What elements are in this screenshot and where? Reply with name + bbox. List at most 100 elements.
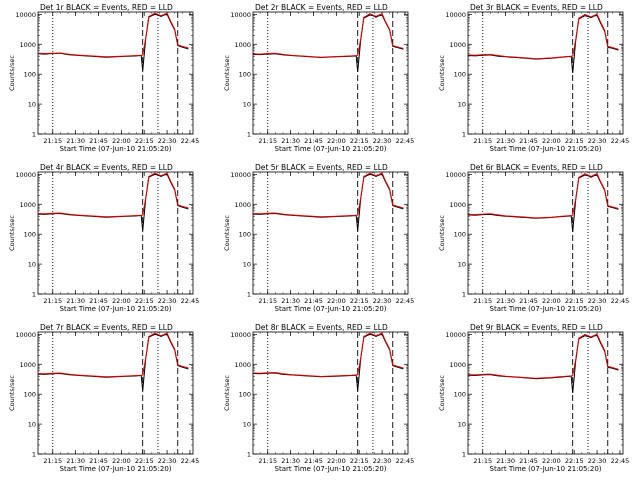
- y-tick-label: 1: [247, 451, 251, 459]
- x-tick-label: 21:45: [89, 457, 108, 465]
- x-tick-label: 22:30: [158, 137, 177, 145]
- y-tick-label: 10000: [230, 11, 251, 19]
- x-tick-label: 21:45: [519, 457, 538, 465]
- lld-series-line: [253, 13, 404, 58]
- x-axis-label: Start Time (07-Jun-10 21:05:20): [275, 305, 387, 313]
- y-tick-label: 10000: [445, 171, 466, 179]
- x-tick-label: 21:45: [89, 137, 108, 145]
- events-series-line: [253, 333, 404, 391]
- detector-panel-9: Det 9r BLACK = Events, RED = LLD 1 10 100 10…: [438, 323, 629, 473]
- events-series-line: [468, 14, 619, 73]
- x-tick-label: 21:30: [66, 457, 85, 465]
- x-tick-label: 21:45: [304, 137, 323, 145]
- plot-frame: [252, 11, 409, 135]
- x-tick-label: 21:30: [496, 137, 515, 145]
- y-axis-label: Counts/sec: [223, 215, 231, 251]
- x-tick-label: 22:45: [181, 457, 200, 465]
- y-tick-label: 100: [24, 231, 36, 239]
- x-tick-label: 22:30: [158, 297, 177, 305]
- y-tick-label: 10000: [230, 171, 251, 179]
- x-tick-label: 22:45: [396, 457, 415, 465]
- y-axis-label: Counts/sec: [8, 215, 16, 251]
- y-tick-label: 10: [243, 421, 251, 429]
- panel-title: Det 3r BLACK = Events, RED = LLD: [470, 3, 603, 12]
- x-axis-label: Start Time (07-Jun-10 21:05:20): [275, 465, 387, 473]
- detector-panel-6: Det 6r BLACK = Events, RED = LLD 1 10 100 10…: [438, 163, 629, 313]
- x-tick-label: 21:15: [258, 457, 277, 465]
- series-group: [253, 13, 404, 72]
- x-tick-label: 22:00: [112, 457, 131, 465]
- x-tick-label: 21:45: [89, 297, 108, 305]
- x-tick-label: 22:00: [112, 297, 131, 305]
- series-group: [253, 172, 404, 231]
- x-tick-label: 21:45: [519, 297, 538, 305]
- y-tick-label: 1000: [234, 201, 251, 209]
- panel-title: Det 5r BLACK = Events, RED = LLD: [255, 163, 388, 172]
- y-tick-label: 100: [454, 391, 466, 399]
- y-tick-label: 1000: [19, 41, 36, 49]
- plot-frame: [37, 11, 194, 135]
- lld-series-line: [468, 333, 619, 379]
- x-axis-label: Start Time (07-Jun-10 21:05:20): [490, 145, 602, 153]
- panel-title: Det 6r BLACK = Events, RED = LLD: [470, 163, 603, 172]
- x-tick-label: 21:15: [43, 457, 62, 465]
- x-tick-label: 21:30: [281, 297, 300, 305]
- x-tick-label: 22:45: [611, 457, 630, 465]
- y-axis-label: Counts/sec: [223, 375, 231, 411]
- detector-panel-7: Det 7r BLACK = Events, RED = LLD 1 10 100 10…: [8, 323, 199, 473]
- x-tick-label: 22:15: [350, 457, 369, 465]
- series-group: [253, 332, 404, 391]
- x-axis-label: Start Time (07-Jun-10 21:05:20): [60, 305, 172, 313]
- x-tick-label: 22:15: [350, 137, 369, 145]
- x-axis-label: Start Time (07-Jun-10 21:05:20): [490, 465, 602, 473]
- x-axis-label: Start Time (07-Jun-10 21:05:20): [275, 145, 387, 153]
- x-tick-label: 21:15: [473, 457, 492, 465]
- lld-series-line: [468, 13, 619, 60]
- y-tick-label: 1: [247, 291, 251, 299]
- x-tick-label: 22:45: [181, 297, 200, 305]
- panel-title: Det 7r BLACK = Events, RED = LLD: [40, 323, 173, 332]
- x-tick-label: 21:15: [258, 137, 277, 145]
- x-tick-label: 22:30: [373, 137, 392, 145]
- y-tick-label: 1000: [19, 361, 36, 369]
- lld-series-line: [38, 12, 189, 58]
- detector-panel-8: Det 8r BLACK = Events, RED = LLD 1 10 100 10…: [223, 323, 414, 473]
- x-tick-label: 22:00: [112, 137, 131, 145]
- y-tick-label: 1: [462, 291, 466, 299]
- x-tick-label: 21:30: [66, 137, 85, 145]
- x-axis-label: Start Time (07-Jun-10 21:05:20): [490, 305, 602, 313]
- x-tick-label: 22:00: [327, 297, 346, 305]
- x-tick-label: 22:45: [396, 297, 415, 305]
- lld-series-line: [38, 172, 189, 218]
- events-series-line: [468, 334, 619, 393]
- events-series-line: [38, 13, 189, 71]
- events-series-line: [253, 14, 404, 72]
- x-tick-label: 22:30: [158, 457, 177, 465]
- plot-frame: [252, 331, 409, 455]
- x-tick-label: 22:15: [135, 137, 154, 145]
- y-tick-label: 10: [28, 101, 36, 109]
- x-tick-label: 21:30: [281, 137, 300, 145]
- lld-series-line: [38, 332, 189, 378]
- events-series-line: [38, 173, 189, 231]
- x-tick-label: 22:15: [565, 137, 584, 145]
- y-tick-label: 10000: [445, 331, 466, 339]
- y-tick-label: 1: [32, 291, 36, 299]
- y-tick-label: 1: [462, 451, 466, 459]
- y-tick-label: 10000: [15, 11, 36, 19]
- y-tick-label: 10000: [445, 11, 466, 19]
- lld-series-line: [253, 172, 404, 218]
- y-axis-label: Counts/sec: [8, 375, 16, 411]
- x-tick-label: 22:30: [373, 297, 392, 305]
- y-tick-label: 1000: [449, 201, 466, 209]
- x-tick-label: 22:15: [135, 297, 154, 305]
- series-group: [468, 173, 619, 232]
- x-tick-label: 22:30: [588, 457, 607, 465]
- y-tick-label: 1000: [449, 361, 466, 369]
- panel-title: Det 1r BLACK = Events, RED = LLD: [40, 3, 173, 12]
- y-axis-label: Counts/sec: [8, 55, 16, 91]
- y-tick-label: 10000: [15, 171, 36, 179]
- detector-panel-2: Det 2r BLACK = Events, RED = LLD 1 10 100 10…: [223, 3, 414, 153]
- x-tick-label: 22:45: [181, 137, 200, 145]
- x-tick-label: 21:30: [496, 297, 515, 305]
